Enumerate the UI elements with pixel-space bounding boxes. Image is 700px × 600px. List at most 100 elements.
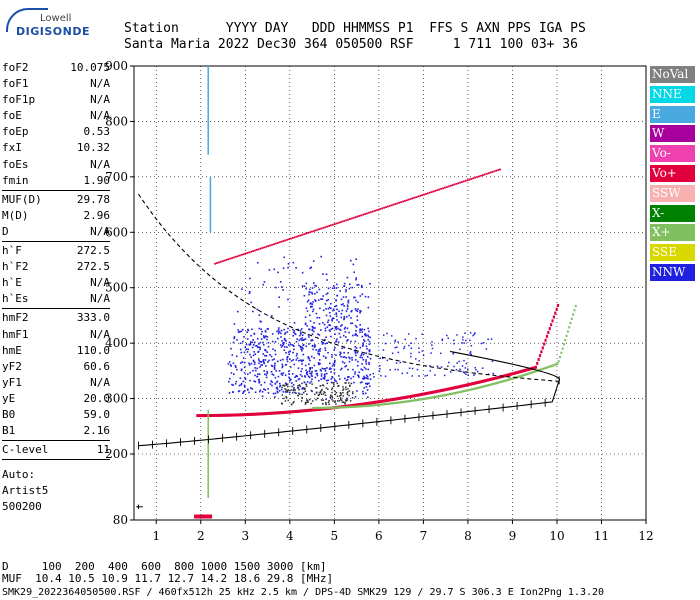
echo-point xyxy=(331,353,333,356)
echo-point xyxy=(231,383,233,386)
multihop-point xyxy=(472,177,475,180)
multihop-point xyxy=(257,248,260,251)
echo-point xyxy=(263,388,265,390)
multihop-point xyxy=(278,241,281,244)
x-trace-point xyxy=(540,368,543,371)
echo-point xyxy=(338,310,340,313)
x-trace-point xyxy=(527,372,530,375)
o-trace-point xyxy=(255,412,259,416)
echo-point xyxy=(318,288,321,291)
header-values: Santa Maria 2022 Dec30 364 050500 RSF 1 … xyxy=(124,37,578,52)
echo-point xyxy=(331,388,333,391)
x-trace-point xyxy=(572,313,575,316)
echo-point xyxy=(345,399,347,401)
param-label: foF2 xyxy=(2,61,29,74)
echo-point xyxy=(338,332,341,335)
echo-point xyxy=(475,369,477,371)
o-trace-point xyxy=(218,413,221,417)
o-trace-point xyxy=(293,410,296,414)
multihop-point xyxy=(343,220,346,222)
x-trace-point xyxy=(426,397,429,400)
echo-point xyxy=(259,341,262,344)
echo-point xyxy=(302,391,305,394)
echo-point xyxy=(340,316,343,319)
x-trace-point xyxy=(419,398,422,401)
x-trace-point xyxy=(330,406,333,409)
echo-point xyxy=(280,346,283,348)
o-trace-point xyxy=(486,378,489,382)
echo-point xyxy=(288,376,290,379)
param-label: MUF(D) xyxy=(2,192,42,206)
echo-point xyxy=(334,390,336,393)
o-trace-point xyxy=(509,372,512,376)
echo-point xyxy=(290,389,292,391)
o-trace-point xyxy=(260,412,263,416)
o-trace-point xyxy=(261,412,264,416)
echo-point xyxy=(240,368,243,371)
x-trace-point xyxy=(407,400,410,403)
echo-point xyxy=(256,261,259,264)
o-trace-point xyxy=(308,408,311,412)
multihop-point xyxy=(255,248,258,251)
echo-point xyxy=(341,361,344,363)
echo-point xyxy=(342,386,344,388)
param-value: 0.53 xyxy=(83,125,111,139)
multihop-point xyxy=(271,243,273,246)
echo-point xyxy=(416,368,419,371)
echo-point xyxy=(271,381,273,383)
o-trace-point xyxy=(433,390,436,394)
echo-point xyxy=(247,348,250,351)
echo-point xyxy=(244,389,246,392)
echo-point xyxy=(327,401,330,404)
x-trace-point xyxy=(394,401,397,405)
echo-point xyxy=(323,391,325,393)
multihop-point xyxy=(421,194,423,197)
multihop-point xyxy=(301,233,304,236)
multihop-point xyxy=(280,240,283,243)
profile-top-curve xyxy=(450,350,560,381)
o-trace-point xyxy=(217,413,220,417)
echo-point xyxy=(362,390,364,393)
echo-point xyxy=(386,359,389,362)
echo-point xyxy=(295,392,297,394)
o-trace-point xyxy=(200,414,203,418)
echo-point xyxy=(312,308,315,311)
echo-point xyxy=(300,360,303,363)
echo-point xyxy=(470,344,473,347)
parameter-panel: foF2 10.075 foF1 N/A foF1p N/A foE N/A foEp 0.53 f… xyxy=(2,60,110,515)
echo-point xyxy=(269,354,271,356)
echo-point xyxy=(243,372,246,374)
echo-point xyxy=(311,329,314,332)
echo-point xyxy=(315,348,318,351)
echo-point xyxy=(366,356,369,358)
x-trace-point xyxy=(552,364,555,367)
o-trace-point xyxy=(251,412,255,416)
echo-point xyxy=(301,271,304,274)
echo-point xyxy=(262,283,265,286)
echo-point xyxy=(325,387,328,389)
echo-point xyxy=(346,391,349,394)
echo-point xyxy=(306,300,309,303)
echo-point xyxy=(287,385,289,388)
multihop-point xyxy=(337,221,340,224)
echo-point xyxy=(332,309,334,312)
o-trace-point xyxy=(366,401,370,405)
echo-point xyxy=(335,403,337,405)
echo-point xyxy=(384,342,387,345)
o-trace-point xyxy=(258,412,261,416)
echo-point xyxy=(349,357,351,360)
echo-point xyxy=(346,315,348,318)
o-trace-point xyxy=(533,366,536,370)
echo-point xyxy=(354,359,357,361)
echo-point xyxy=(360,286,363,288)
x-trace-point xyxy=(364,404,367,408)
x-trace-point xyxy=(440,394,443,397)
echo-point xyxy=(304,388,306,390)
echo-point xyxy=(317,333,319,335)
echo-point xyxy=(301,339,303,342)
echo-point xyxy=(266,336,269,338)
o-trace-point xyxy=(408,395,411,399)
multihop-point xyxy=(290,237,292,240)
echo-point xyxy=(367,296,370,298)
x-trace-point xyxy=(386,402,389,405)
